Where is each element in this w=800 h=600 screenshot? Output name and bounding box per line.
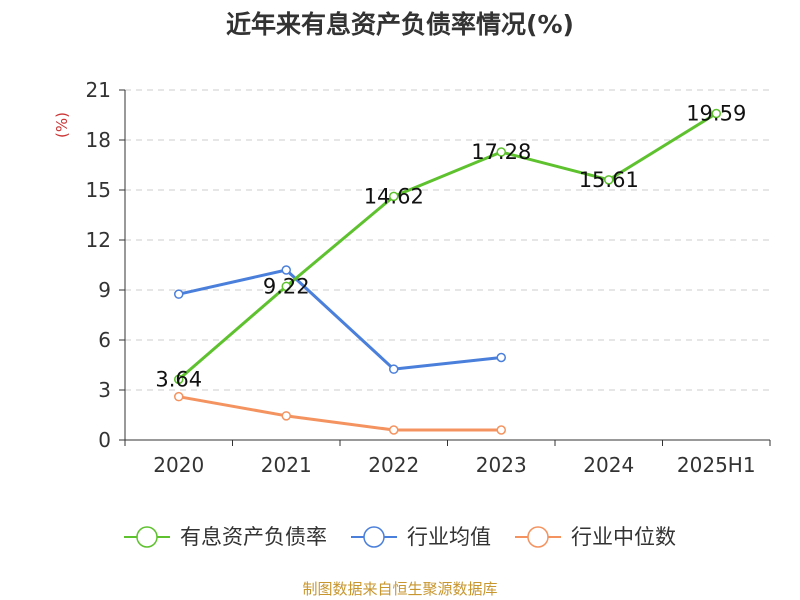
data-label: 19.59: [686, 102, 746, 126]
data-point: [389, 364, 399, 374]
data-label: 14.62: [364, 184, 424, 208]
x-tick-label: 2020: [153, 453, 204, 477]
y-tick-label: 18: [86, 128, 111, 152]
x-tick-label: 2023: [476, 453, 527, 477]
y-axis-label: (%): [53, 112, 71, 138]
data-point: [281, 411, 291, 421]
series-line: [177, 112, 718, 381]
source-note: 制图数据来自恒生聚源数据库: [302, 580, 497, 598]
data-labels: 3.64 9.22 14.62 17.28 15.61 19.59: [155, 102, 746, 392]
data-point: [174, 374, 184, 385]
data-point: [389, 425, 399, 435]
data-label: 17.28: [471, 140, 531, 164]
data-label: 9.22: [263, 274, 310, 298]
legend-label: 有息资产负债率: [180, 525, 327, 549]
legend-marker: [136, 526, 158, 548]
legend-label: 行业均值: [407, 525, 491, 549]
data-label: 15.61: [579, 168, 639, 192]
y-tick-label: 6: [98, 328, 111, 352]
series-line: [178, 395, 502, 432]
data-point: [496, 425, 506, 435]
data-point: [496, 352, 506, 363]
legend-marker: [363, 526, 385, 548]
x-tick-label: 2024: [583, 453, 634, 477]
data-point: [281, 265, 291, 275]
legend: 有息资产负债率 行业均值 行业中位数: [124, 525, 676, 549]
series: [174, 108, 721, 435]
y-tick-label: 0: [98, 428, 111, 452]
data-point: [604, 175, 614, 185]
legend-item: 有息资产负债率: [124, 525, 327, 549]
data-point: [711, 108, 721, 119]
series-line: [178, 268, 502, 371]
legend-marker: [527, 526, 549, 548]
axes: 0 3 6 9 12 15 18 21 2020 2021 2022 2023 2024 2025H1: [86, 78, 771, 477]
data-label: 3.64: [155, 367, 202, 391]
legend-label: 行业中位数: [571, 525, 676, 549]
y-tick-label: 21: [86, 78, 111, 102]
grid: [125, 89, 770, 391]
y-tick-label: 9: [98, 278, 111, 302]
x-tick-label: 2022: [368, 453, 419, 477]
legend-item: 行业均值: [351, 525, 491, 549]
y-tick-label: 12: [86, 228, 111, 252]
x-tick-label: 2025H1: [677, 453, 756, 477]
legend-item: 行业中位数: [515, 525, 676, 549]
data-point: [281, 281, 291, 292]
data-point: [174, 391, 184, 402]
data-point: [496, 147, 506, 157]
data-point: [174, 289, 184, 299]
x-tick-label: 2021: [261, 453, 312, 477]
data-point: [389, 191, 399, 202]
chart-title: 近年来有息资产负债率情况(%): [226, 10, 574, 39]
y-tick-label: 15: [86, 178, 111, 202]
y-tick-label: 3: [98, 378, 111, 402]
